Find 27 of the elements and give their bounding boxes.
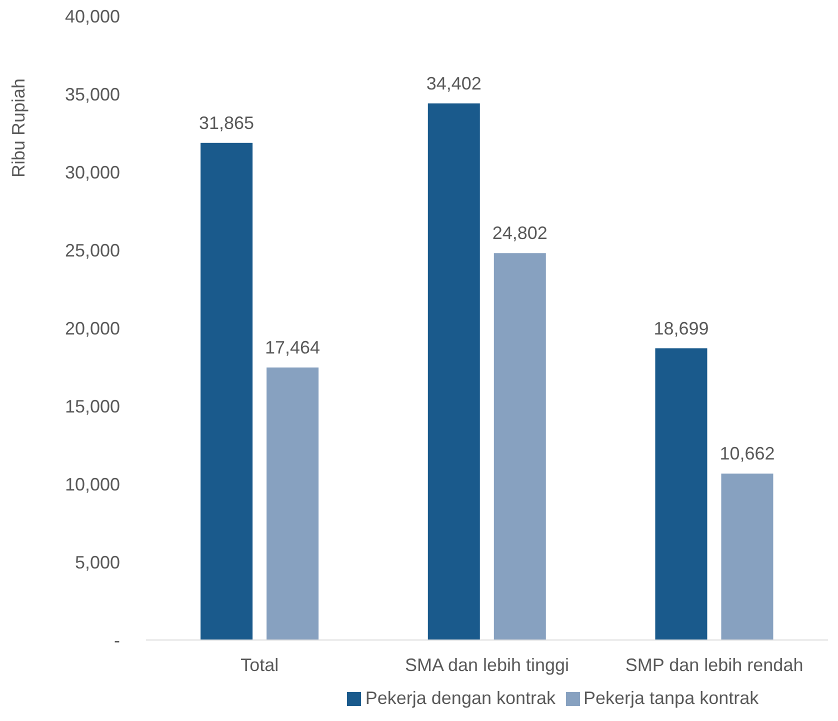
y-tick-label: 25,000 bbox=[64, 240, 120, 260]
bar bbox=[655, 348, 708, 640]
data-label: 34,402 bbox=[426, 73, 482, 94]
data-label: 17,464 bbox=[265, 338, 320, 358]
data-label: 10,662 bbox=[720, 444, 775, 464]
x-tick-label: Total bbox=[240, 654, 279, 675]
bar bbox=[494, 253, 546, 640]
data-label: 31,865 bbox=[199, 112, 254, 133]
y-tick-label: 40,000 bbox=[64, 6, 120, 26]
y-axis-title: Ribu Rupiah bbox=[8, 78, 28, 178]
legend-label: Pekerja tanpa kontrak bbox=[584, 688, 759, 708]
bar bbox=[428, 103, 480, 640]
y-tick-label: 5,000 bbox=[74, 552, 120, 572]
legend-label: Pekerja dengan kontrak bbox=[365, 688, 556, 708]
y-tick-label: 15,000 bbox=[64, 396, 120, 416]
bar bbox=[721, 474, 774, 640]
x-tick-label: SMP dan lebih rendah bbox=[625, 654, 804, 675]
y-tick-label: - bbox=[114, 630, 120, 650]
y-tick-label: 35,000 bbox=[64, 84, 120, 104]
y-tick-label: 20,000 bbox=[64, 318, 120, 338]
bar bbox=[200, 142, 253, 640]
y-tick-label: 10,000 bbox=[64, 474, 120, 494]
data-label: 24,802 bbox=[492, 223, 548, 244]
x-tick-label: SMA dan lebih tinggi bbox=[404, 654, 570, 675]
y-tick-label: 30,000 bbox=[64, 162, 120, 182]
bar bbox=[266, 368, 319, 640]
data-label: 18,699 bbox=[654, 318, 709, 338]
